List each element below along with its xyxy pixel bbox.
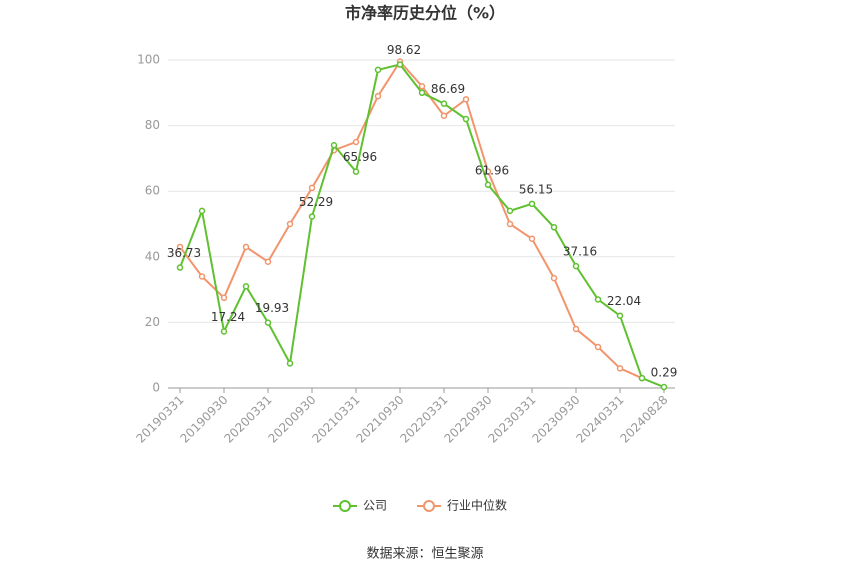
point	[418, 89, 426, 97]
legend-label: 公司	[363, 499, 387, 513]
data-label: 19.93	[255, 301, 289, 315]
chart-title: 市净率历史分位（%）	[345, 4, 505, 23]
point	[198, 207, 206, 215]
point	[462, 96, 470, 103]
point	[440, 100, 448, 107]
legend-label: 行业中位数	[447, 498, 507, 513]
point	[242, 243, 250, 251]
data-label: 98.62	[387, 43, 421, 57]
point	[220, 294, 228, 302]
point	[484, 181, 492, 189]
series-line	[179, 63, 665, 388]
point	[352, 138, 360, 146]
point	[594, 343, 602, 351]
point	[528, 235, 536, 243]
series-line	[179, 59, 643, 380]
data-label: 61.96	[475, 163, 509, 177]
point	[616, 365, 624, 372]
point	[572, 325, 580, 333]
point	[330, 142, 338, 149]
data-label: 0.29	[651, 366, 678, 380]
data-label: 37.16	[563, 245, 597, 259]
point	[594, 296, 602, 303]
point	[418, 82, 426, 90]
point	[550, 274, 558, 282]
point	[198, 273, 206, 280]
point	[242, 283, 250, 290]
point	[440, 112, 448, 120]
x-tick-label: 20240828	[618, 393, 671, 446]
point	[506, 207, 514, 215]
point	[220, 328, 228, 335]
point	[396, 61, 404, 68]
point	[506, 220, 514, 228]
point	[572, 262, 580, 270]
data-label: 17.24	[211, 310, 245, 324]
y-tick-label: 100	[137, 53, 160, 67]
point	[176, 264, 184, 271]
data-label: 36.73	[167, 246, 201, 260]
point	[176, 243, 184, 251]
point	[528, 200, 536, 208]
data-label: 86.69	[431, 82, 465, 96]
point	[616, 312, 624, 319]
source-note: 数据来源：恒生聚源	[366, 547, 483, 562]
point	[308, 213, 316, 220]
y-tick-label: 0	[152, 381, 160, 395]
point	[660, 383, 668, 391]
point	[550, 224, 558, 231]
point	[286, 220, 294, 228]
point	[264, 319, 272, 326]
data-label: 65.96	[343, 150, 377, 164]
y-tick-label: 20	[145, 315, 160, 329]
point	[638, 374, 646, 382]
data-label: 56.15	[519, 182, 553, 196]
data-label: 52.29	[299, 195, 333, 209]
point	[352, 168, 360, 175]
point	[462, 115, 470, 123]
point	[308, 184, 316, 192]
y-tick-label: 40	[145, 249, 160, 263]
y-tick-label: 80	[145, 118, 160, 132]
legend-marker	[423, 500, 435, 512]
point	[374, 66, 382, 74]
point	[264, 258, 272, 265]
point	[374, 92, 382, 100]
legend-marker	[339, 500, 351, 512]
point	[286, 360, 294, 367]
point	[484, 168, 492, 175]
y-tick-label: 60	[145, 184, 160, 198]
data-label: 22.04	[607, 294, 641, 308]
